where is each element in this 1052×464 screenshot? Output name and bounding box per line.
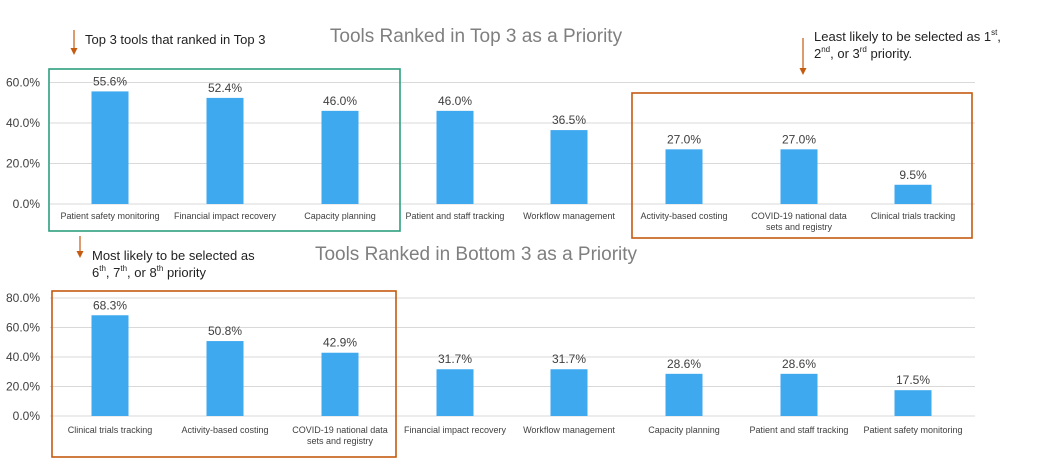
bottom-value-label: 68.3%	[93, 298, 127, 312]
top-ytick-label: 20.0%	[6, 157, 40, 171]
bottom-bar	[206, 341, 244, 416]
top-value-label: 27.0%	[667, 132, 701, 146]
top-bar	[436, 110, 474, 204]
top-bar	[550, 130, 588, 204]
top3-highlight-box	[48, 68, 401, 232]
bottom-category-label: Financial impact recovery	[404, 425, 507, 435]
bottom-value-label: 17.5%	[896, 373, 930, 387]
bottom-ytick-label: 60.0%	[6, 321, 40, 335]
top-category-label: Financial impact recovery	[174, 211, 277, 221]
bottom-category-label: COVID-19 national data sets and registry	[292, 425, 388, 446]
least-likely-arrow	[799, 38, 807, 75]
top-bar	[780, 149, 818, 204]
most-likely-highlight-box	[51, 290, 397, 458]
bottom-category-label: Workflow management	[523, 425, 615, 435]
top-ytick-label: 40.0%	[6, 116, 40, 130]
top-value-label: 55.6%	[93, 74, 127, 88]
bottom-category-label: Activity-based costing	[181, 425, 268, 435]
bottom-bar	[321, 352, 359, 416]
top-value-label: 36.5%	[552, 113, 586, 127]
top-value-label: 9.5%	[899, 168, 927, 182]
bottom-bar	[665, 373, 703, 416]
bottom-value-label: 28.6%	[782, 357, 816, 371]
bottom-value-label: 42.9%	[323, 336, 357, 350]
bottom-chart-title: Tools Ranked in Bottom 3 as a Priority	[315, 244, 638, 265]
top-category-label: Patient safety monitoring	[60, 211, 159, 221]
top-value-label: 46.0%	[323, 94, 357, 108]
top3-annotation: Top 3 tools that ranked in Top 3	[85, 32, 265, 47]
top-category-label: Patient and staff tracking	[406, 211, 505, 221]
least-likely-highlight-box	[631, 92, 973, 239]
top-category-label: Clinical trials tracking	[871, 211, 956, 221]
least-likely-annotation-line1: Least likely to be selected as 1st,	[814, 28, 1001, 44]
top-chart-title: Tools Ranked in Top 3 as a Priority	[330, 26, 623, 47]
bottom-ytick-label: 0.0%	[13, 409, 41, 423]
most-likely-annotation-line2: 6th, 7th, or 8th priority	[92, 264, 206, 280]
bottom-ytick-label: 20.0%	[6, 380, 40, 394]
top-value-label: 52.4%	[208, 81, 242, 95]
bottom-bar	[894, 390, 932, 416]
bottom-bar	[550, 369, 588, 416]
bottom-category-label: Patient safety monitoring	[863, 425, 962, 435]
top-category-label: COVID-19 national data sets and registry	[751, 211, 847, 232]
bottom-ytick-label: 80.0%	[6, 291, 40, 305]
bottom-bar	[91, 315, 129, 416]
bottom-value-label: 28.6%	[667, 357, 701, 371]
top-category-label: Activity-based costing	[640, 211, 727, 221]
top-category-label: Capacity planning	[304, 211, 376, 221]
top3-arrow	[70, 30, 78, 55]
bottom3-priority-chart: 0.0% 20.0% 40.0% 60.0% 80.0% 68.3% Clinical tr…	[6, 291, 975, 446]
bottom-bar	[780, 373, 818, 416]
top-bar	[321, 110, 359, 204]
bottom-value-label: 31.7%	[552, 352, 586, 366]
top-category-label: Workflow management	[523, 211, 615, 221]
top3-priority-chart: 0.0% 20.0% 40.0% 60.0% 55.6% Patient safety m…	[6, 74, 975, 232]
top-bar	[91, 91, 129, 204]
top-value-label: 46.0%	[438, 94, 472, 108]
top-value-label: 27.0%	[782, 132, 816, 146]
bottom-bar	[436, 369, 474, 416]
most-likely-arrow	[76, 236, 84, 258]
bottom-value-label: 31.7%	[438, 352, 472, 366]
bottom-ytick-label: 40.0%	[6, 350, 40, 364]
bottom-category-label: Capacity planning	[648, 425, 720, 435]
most-likely-annotation-line1: Most likely to be selected as	[92, 248, 255, 263]
bottom-value-label: 50.8%	[208, 324, 242, 338]
top-bar	[665, 149, 703, 204]
top-bar	[894, 184, 932, 204]
top-bar	[206, 97, 244, 204]
least-likely-annotation-line2: 2nd, or 3rd priority.	[814, 45, 912, 61]
bottom-category-label: Clinical trials tracking	[68, 425, 153, 435]
bottom-category-label: Patient and staff tracking	[750, 425, 849, 435]
top-ytick-label: 0.0%	[13, 197, 41, 211]
top-ytick-label: 60.0%	[6, 76, 40, 90]
